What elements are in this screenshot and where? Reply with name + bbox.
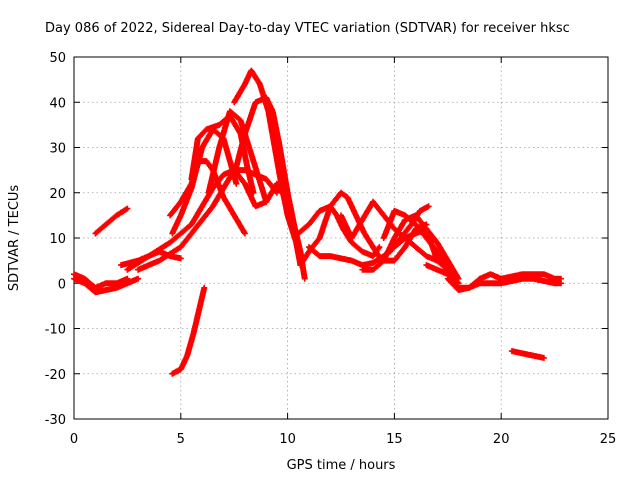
series-markers [71,275,142,296]
series-arc-1 [71,275,142,296]
chart-title: Day 086 of 2022, Sidereal Day-to-day VTE… [45,21,570,36]
y-tick-labels: -30 -20 -10 0 10 20 30 40 50 [45,51,66,428]
series-arc-23 [508,348,547,361]
y-tick-label: 50 [49,51,66,66]
series-markers [135,167,291,273]
series-markers [205,108,270,205]
y-tick-label: 30 [49,142,66,157]
x-axis-title: GPS time / hours [287,458,396,473]
series-arc-6 [135,167,291,273]
x-tick-label: 5 [177,432,185,447]
series-arc-12 [231,67,304,269]
series-markers [444,271,564,293]
y-tick-label: -10 [45,323,66,338]
series-markers [92,205,131,237]
x-tick-label: 25 [600,432,617,447]
y-tick-label: 40 [49,96,66,111]
chart-grid [74,57,608,419]
x-tick-label: 15 [386,432,403,447]
y-tick-label: -20 [45,368,66,383]
series-arc-22 [444,271,564,293]
series-markers [169,126,240,237]
series-markers [231,67,304,269]
x-tick-label: 0 [70,432,78,447]
y-tick-label: 10 [49,232,66,247]
y-axis-title: SDTVAR / TECUs [7,185,22,292]
series-arc-13 [169,284,208,377]
y-tick-label: -30 [45,413,66,428]
series-arc-8 [169,126,240,237]
series-arc-10 [205,108,270,205]
series-markers [169,284,208,377]
axis-ticks [73,56,609,420]
y-tick-label: 0 [58,277,66,292]
series-arc-3 [92,205,131,237]
series-markers [508,348,547,361]
x-tick-labels: 0 5 10 15 20 25 [70,432,616,447]
series-markers [71,271,131,291]
data-series-group [71,67,564,377]
x-tick-label: 10 [279,432,296,447]
series-arc-2 [71,271,131,291]
x-tick-label: 20 [493,432,510,447]
series-arc-20 [387,203,432,255]
series-markers [387,203,432,255]
y-tick-label: 20 [49,187,66,202]
